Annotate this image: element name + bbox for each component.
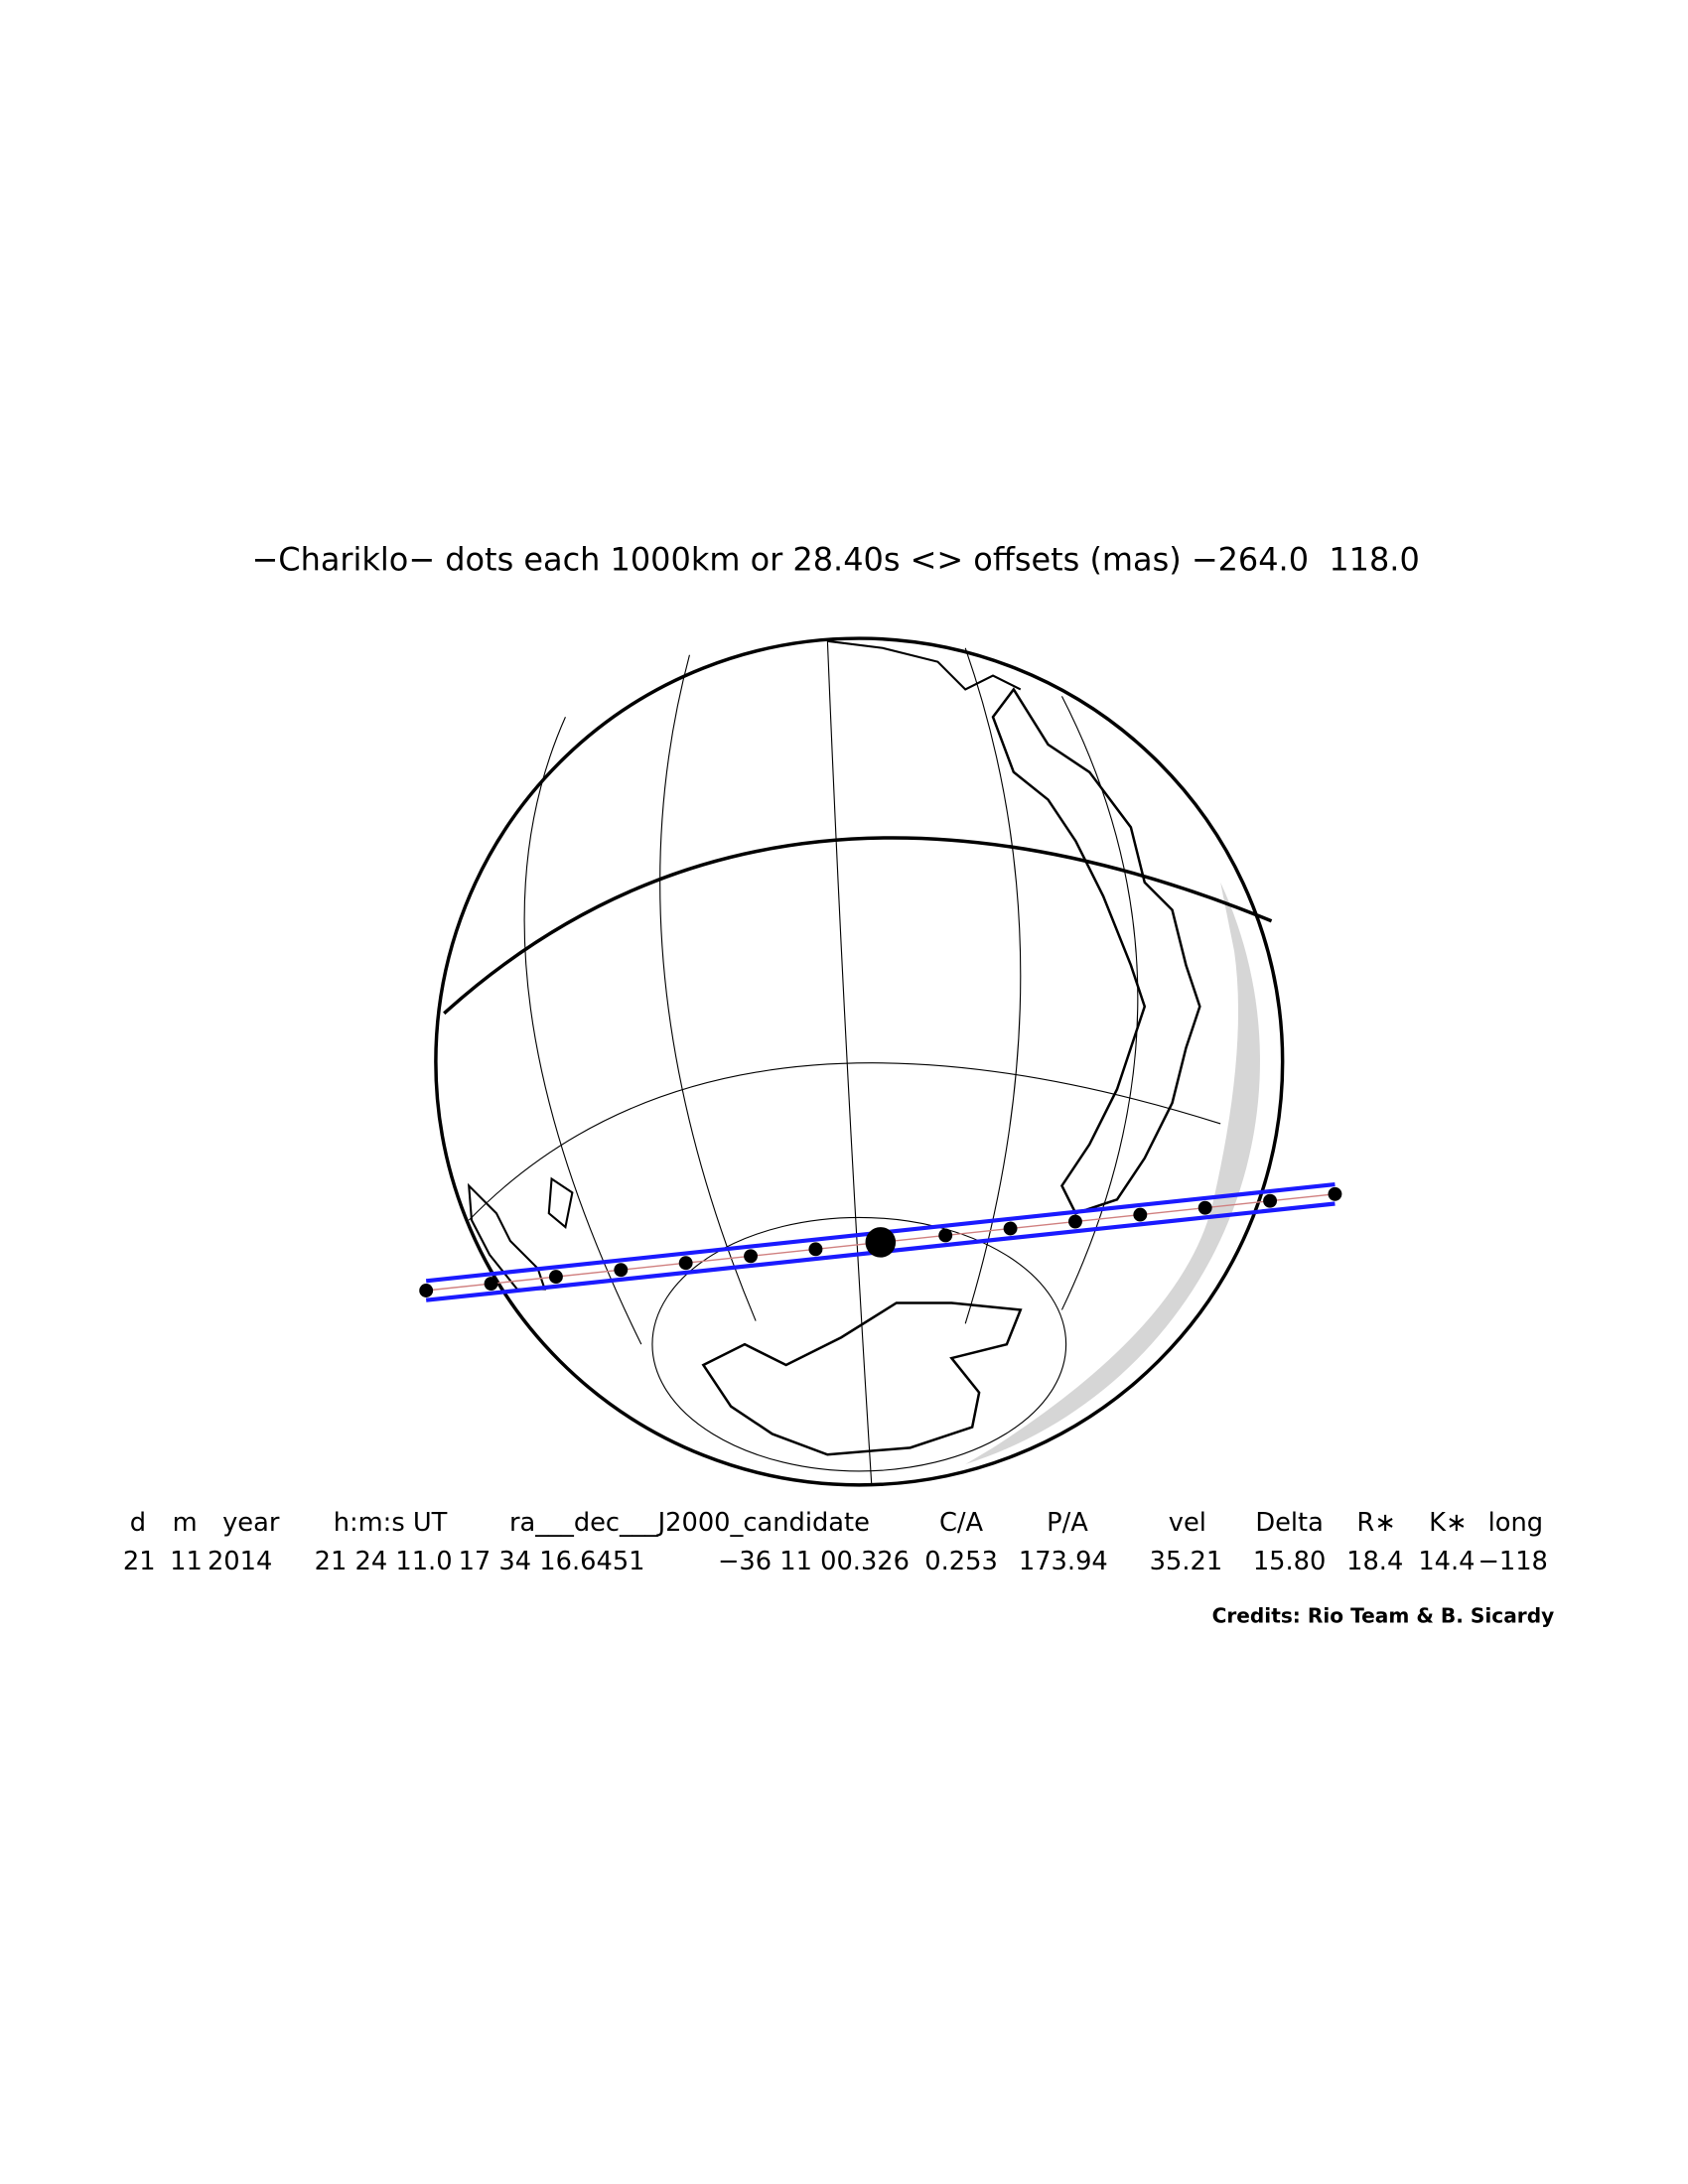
column-header: long [1488, 1508, 1543, 1538]
continent [827, 639, 1022, 691]
antarctica [701, 1301, 1023, 1456]
column-header: d [130, 1508, 146, 1538]
time-dot [1263, 1193, 1278, 1208]
table-cell: 11 [170, 1547, 203, 1576]
body-position [865, 1227, 897, 1258]
time-dot [614, 1263, 629, 1278]
column-header: K∗ [1429, 1508, 1467, 1538]
table-cell: 21 24 11.0 [315, 1547, 453, 1576]
time-dot [808, 1242, 823, 1257]
column-header: ra___dec___J2000_candidate [509, 1508, 870, 1538]
column-header: R∗ [1356, 1508, 1395, 1538]
table-cell: 0.253 [924, 1547, 998, 1576]
time-dots [419, 1186, 1342, 1297]
meridian [523, 716, 642, 1345]
island [547, 1176, 574, 1230]
time-dot [484, 1277, 498, 1291]
table-cell: 14.4 [1418, 1547, 1475, 1576]
column-header: h:m:s UT [334, 1508, 448, 1538]
time-dot [548, 1270, 563, 1285]
meridian [826, 639, 873, 1485]
time-dot [938, 1228, 953, 1243]
column-header: m [173, 1508, 198, 1538]
table-cell: 17 34 16.6451 [459, 1547, 645, 1576]
night-shading [965, 882, 1260, 1464]
column-header: P/A [1047, 1508, 1088, 1538]
title: −Chariklo− dots each 1000km or 28.40s <>… [252, 540, 1420, 578]
table-cell: 35.21 [1150, 1547, 1223, 1576]
table-cell: 173.94 [1019, 1547, 1108, 1576]
globe-outline [434, 636, 1285, 1487]
equator [443, 836, 1273, 1016]
column-header: C/A [939, 1508, 984, 1538]
event-table: d m year h:m:s UT ra___dec___J2000_candidate… [123, 1508, 1548, 1576]
time-dot [1328, 1186, 1342, 1201]
table-cell: −118 [1477, 1547, 1548, 1576]
latitude-line [468, 1062, 1221, 1221]
time-dot [1197, 1200, 1212, 1215]
time-dot [1003, 1221, 1018, 1236]
table-cell: 15.80 [1253, 1547, 1327, 1576]
meridian [659, 654, 757, 1321]
table-cell: 18.4 [1346, 1547, 1403, 1576]
column-header: vel [1169, 1508, 1206, 1538]
time-dot [419, 1284, 434, 1297]
column-header: year [222, 1508, 280, 1538]
table-cell: 21 [123, 1547, 156, 1576]
table-cell: −36 11 00.326 [718, 1547, 910, 1576]
time-dot [744, 1249, 758, 1264]
meridian [1060, 696, 1139, 1310]
column-header: Delta [1255, 1508, 1324, 1538]
continent [991, 687, 1201, 1215]
credits: Credits: Rio Team & B. Sicardy [1212, 1604, 1555, 1628]
table-cell: 2014 [208, 1547, 272, 1576]
time-dot [1133, 1207, 1148, 1222]
time-dot [678, 1256, 693, 1271]
globe [434, 636, 1285, 1487]
time-dot [1067, 1214, 1082, 1229]
polar-circle [651, 1216, 1067, 1472]
